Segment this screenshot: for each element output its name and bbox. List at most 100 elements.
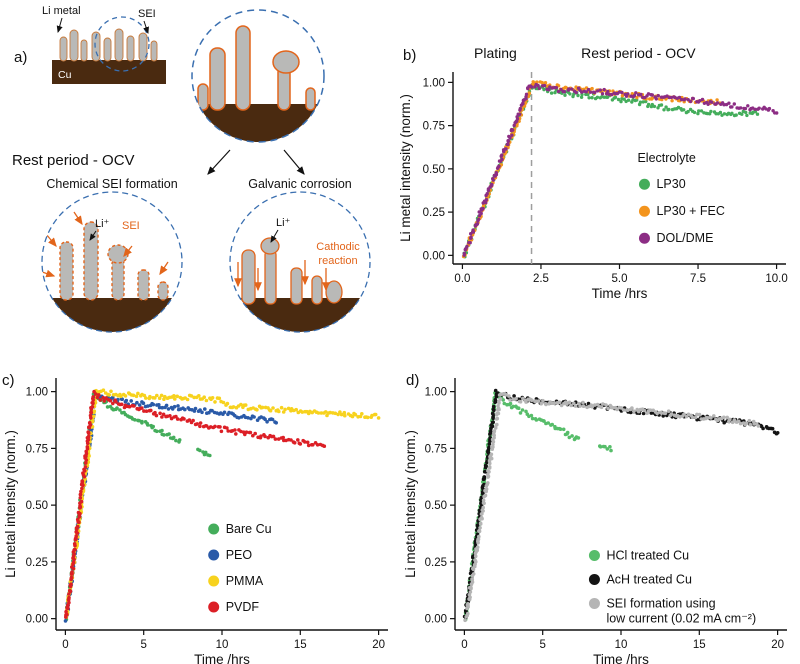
li-plus-left-label: Li⁺	[95, 218, 110, 230]
zoom-circle	[191, 9, 325, 143]
x-axis-label: Time /hrs	[592, 286, 648, 301]
annotation-Plating: Plating	[474, 45, 517, 61]
series-Bare-Cu	[64, 389, 212, 622]
y-axis-label: Li metal intensity (norm.)	[403, 430, 418, 578]
panel-a-canvas: a) Cu Li metal SE	[12, 5, 371, 333]
svg-text:0.75: 0.75	[26, 443, 48, 455]
galvanic-title: Galvanic corrosion	[248, 177, 352, 191]
sei-left-label: SEI	[122, 220, 140, 232]
legend-label-Bare-Cu: Bare Cu	[226, 522, 272, 536]
legend-label-LP30: LP30	[656, 177, 685, 191]
li-plus-right-arrow	[270, 229, 279, 243]
svg-text:0.0: 0.0	[454, 273, 470, 285]
series-PMMA	[64, 388, 381, 619]
series-PEO	[63, 392, 279, 623]
legend-label-SEI-formation-using: SEI formation using	[606, 596, 715, 610]
li-plus-right-label: Li⁺	[276, 217, 291, 229]
svg-text:0.00: 0.00	[26, 614, 48, 626]
series-LP30	[462, 83, 760, 259]
legend-label-AcH-treated-Cu: AcH treated Cu	[606, 572, 692, 586]
zoom-dendrites	[197, 25, 316, 111]
cathodic-label-line2: reaction	[318, 255, 357, 267]
magnifier-circle	[94, 16, 150, 72]
chemical-circle: Li⁺ SEI	[41, 191, 183, 333]
legend-label-PVDF: PVDF	[226, 600, 260, 614]
chemical-dendrites	[59, 221, 169, 301]
panel-b-letter: b)	[403, 47, 416, 64]
svg-text:0.00: 0.00	[423, 250, 445, 262]
panel-a: a) Cu Li metal SE	[0, 0, 395, 345]
chart-d: d) 0 5 10 15 20 0.00 0.25 0.50 0.75 1.00 Time /hrs L…	[403, 372, 787, 664]
svg-text:0: 0	[62, 639, 68, 651]
legend: Electrolyte LP30 LP30 + FEC DOL/DME	[637, 151, 724, 245]
svg-text:15: 15	[693, 639, 706, 651]
li-metal-label: Li metal	[42, 5, 81, 17]
cathodic-label-line1: Cathodic	[316, 241, 360, 253]
series-DOL-DME	[462, 82, 779, 257]
legend-swatch-LP30-FEC	[638, 205, 650, 217]
svg-text:7.5: 7.5	[690, 273, 706, 285]
svg-text:0: 0	[461, 639, 467, 651]
panel-d-letter: d)	[406, 372, 419, 389]
series-HCl-treated-Cu	[463, 391, 613, 622]
series-SEI-formation-using-low-current-	[463, 392, 761, 623]
galvanic-circle: Li⁺ Cathodic reaction	[229, 191, 371, 333]
svg-text:15: 15	[294, 639, 307, 651]
legend-swatch-HCl-treated-Cu	[588, 549, 600, 561]
mini-dendrites	[59, 28, 158, 62]
legend-label-DOL-DME: DOL/DME	[656, 231, 713, 245]
svg-text:1.00: 1.00	[425, 387, 447, 399]
chart-b: b) 0.0 2.5 5.0 7.5 10.0 0.00 0.25 0.50 0.75 1.00 Ti…	[398, 45, 788, 301]
sei-growth-arrows	[42, 211, 169, 278]
legend-swatch-PVDF	[208, 601, 220, 613]
panel-b: b) 0.0 2.5 5.0 7.5 10.0 0.00 0.25 0.50 0.75 1.00 Ti…	[395, 8, 800, 340]
x-axis-label: Time /hrs	[194, 652, 250, 664]
svg-text:0.75: 0.75	[423, 121, 445, 133]
svg-text:5.0: 5.0	[612, 273, 628, 285]
svg-text:0.50: 0.50	[423, 164, 445, 176]
y-axis-label: Li metal intensity (norm.)	[398, 94, 413, 242]
legend-swatch-PEO	[208, 549, 220, 561]
legend: Bare Cu PEO PMMA PVDF	[208, 522, 272, 614]
chemical-substrate	[42, 298, 182, 332]
legend-label-LP30-FEC: LP30 + FEC	[656, 204, 724, 218]
chemical-circle-outline	[41, 191, 183, 333]
legend: HCl treated Cu AcH treated Cu SEI formatio…	[588, 548, 756, 625]
legend-swatch-PMMA	[208, 575, 220, 587]
svg-text:2.5: 2.5	[533, 273, 549, 285]
legend-swatch-SEI-formation-using	[588, 597, 600, 609]
axes	[450, 378, 787, 635]
galvanic-circle-outline	[229, 191, 371, 333]
svg-text:0.25: 0.25	[423, 207, 445, 219]
tick-labels: 0 5 10 15 20 0.00 0.25 0.50 0.75 1.00 Time /hrs Li …	[403, 387, 784, 664]
svg-text:1.00: 1.00	[423, 77, 445, 89]
axes	[51, 378, 388, 635]
annotation-Rest-period-OCV: Rest period - OCV	[581, 45, 696, 61]
legend-swatch-LP30	[638, 178, 650, 190]
series-PVDF	[64, 389, 327, 619]
svg-text:1.00: 1.00	[26, 387, 48, 399]
legend-label-PMMA: PMMA	[226, 574, 264, 588]
legend-label-PEO: PEO	[226, 548, 253, 562]
legend-swatch-Bare-Cu	[208, 523, 220, 535]
svg-text:5: 5	[539, 639, 545, 651]
li-plus-left-arrow	[89, 230, 97, 241]
svg-text:20: 20	[372, 639, 385, 651]
svg-text:0.50: 0.50	[425, 500, 447, 512]
arrow-to-galvanic	[283, 149, 305, 175]
svg-text:10: 10	[615, 639, 628, 651]
chart-c: c) 0 5 10 15 20 0.00 0.25 0.50 0.75 1.00 Time /hrs L…	[2, 372, 388, 664]
svg-text:0.25: 0.25	[26, 557, 48, 569]
panel-a-label: a)	[14, 49, 27, 66]
mini-electrode: Cu Li metal SEI	[42, 5, 166, 84]
galvanic-dendrites	[241, 237, 343, 305]
cu-label: Cu	[58, 69, 72, 81]
axes	[448, 72, 786, 269]
legend-swatch-DOL-DME	[638, 232, 650, 244]
svg-text:10.0: 10.0	[765, 273, 787, 285]
rest-ocv-label: Rest period - OCV	[12, 152, 135, 169]
arrow-to-chemical	[207, 149, 231, 175]
svg-text:20: 20	[771, 639, 784, 651]
svg-text:5: 5	[140, 639, 146, 651]
tick-labels: 0.0 2.5 5.0 7.5 10.0 0.00 0.25 0.50 0.75 1.00 Time…	[398, 77, 788, 301]
